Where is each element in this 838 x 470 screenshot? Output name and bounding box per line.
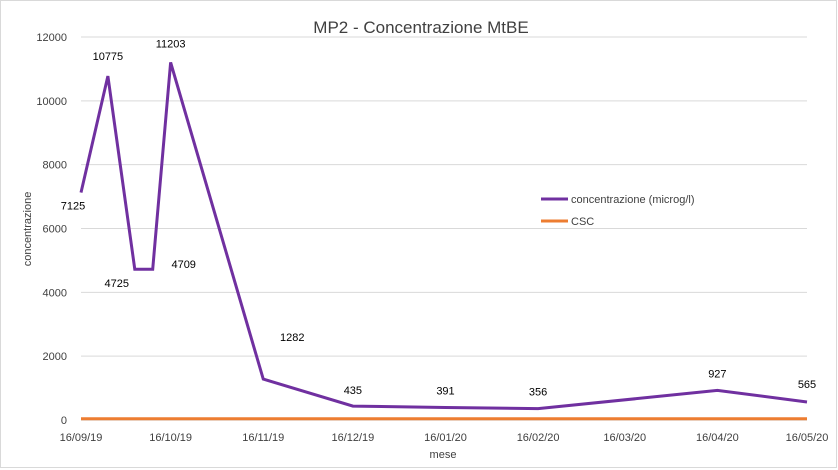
- x-tick-label: 16/12/19: [331, 432, 374, 444]
- data-label: 1282: [280, 332, 304, 344]
- x-tick-label: 16/02/20: [517, 432, 560, 444]
- data-label: 356: [529, 387, 547, 399]
- data-label: 927: [708, 368, 726, 380]
- x-tick-label: 16/03/20: [603, 432, 646, 444]
- x-tick-label: 16/05/20: [786, 432, 829, 444]
- y-tick-label: 2000: [43, 351, 67, 363]
- x-tick-label: 16/01/20: [424, 432, 467, 444]
- y-tick-label: 6000: [43, 224, 67, 236]
- y-tick-label: 10000: [36, 96, 67, 108]
- x-tick-label: 16/10/19: [149, 432, 192, 444]
- x-tick-label: 16/09/19: [60, 432, 103, 444]
- data-label: 4725: [105, 278, 129, 290]
- x-tick-label: 16/04/20: [696, 432, 739, 444]
- data-label: 10775: [93, 51, 124, 63]
- y-axis-ticks: 0 2000 4000 6000 8000 10000 12000: [36, 32, 67, 427]
- data-label: 7125: [61, 201, 85, 213]
- gridlines: [81, 36, 807, 421]
- y-axis-title: concentrazione: [22, 192, 34, 267]
- legend-label-concentrazione: concentrazione (microg/l): [571, 194, 695, 206]
- y-tick-label: 12000: [36, 32, 67, 44]
- legend: concentrazione (microg/l) CSC: [541, 194, 695, 228]
- y-tick-label: 8000: [43, 160, 67, 172]
- data-label: 11203: [156, 38, 186, 50]
- data-label: 4709: [171, 259, 195, 271]
- chart-title: MP2 - Concentrazione MtBE: [313, 18, 528, 37]
- x-axis-title: mese: [430, 449, 457, 461]
- legend-label-csc: CSC: [571, 216, 594, 228]
- series-line-concentrazione: [79, 62, 808, 411]
- data-label: 565: [798, 379, 816, 391]
- data-label: 435: [344, 385, 362, 397]
- x-axis-ticks: 16/09/19 16/10/19 16/11/19 16/12/19 16/01/20…: [60, 432, 829, 444]
- y-tick-label: 0: [61, 415, 67, 427]
- y-tick-label: 4000: [43, 287, 67, 299]
- x-tick-label: 16/11/19: [242, 432, 284, 444]
- data-label: 391: [436, 386, 454, 398]
- series-layer: 7125 10775 4725 4709 11203 1282 435 391 356 927 56…: [61, 38, 816, 421]
